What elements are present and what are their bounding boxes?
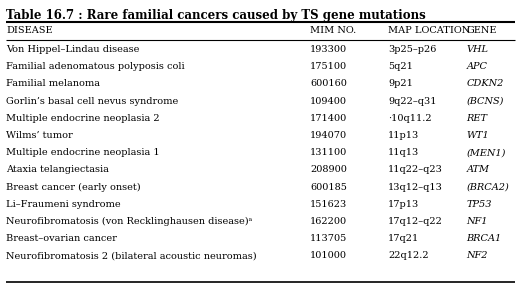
Text: 9p21: 9p21: [388, 79, 413, 88]
Text: Neurofibromatosis 2 (bilateral acoustic neuromas): Neurofibromatosis 2 (bilateral acoustic …: [6, 251, 257, 260]
Text: Familial melanoma: Familial melanoma: [6, 79, 100, 88]
Text: WT1: WT1: [466, 131, 489, 140]
Text: 151623: 151623: [310, 200, 347, 209]
Text: Breast–ovarian cancer: Breast–ovarian cancer: [6, 234, 117, 243]
Text: (BCNS): (BCNS): [466, 96, 504, 106]
Text: Multiple endocrine neoplasia 1: Multiple endocrine neoplasia 1: [6, 148, 160, 157]
Text: ·10q11.2: ·10q11.2: [388, 114, 432, 123]
Text: 17p13: 17p13: [388, 200, 419, 209]
Text: 5q21: 5q21: [388, 62, 413, 71]
Text: 11q22–q23: 11q22–q23: [388, 165, 443, 175]
Text: Ataxia telangiectasia: Ataxia telangiectasia: [6, 165, 109, 175]
Text: 17q12–q22: 17q12–q22: [388, 217, 443, 226]
Text: 171400: 171400: [310, 114, 347, 123]
Text: Gorlin’s basal cell nevus syndrome: Gorlin’s basal cell nevus syndrome: [6, 96, 179, 106]
Text: APC: APC: [466, 62, 487, 71]
Text: MAP LOCATION: MAP LOCATION: [388, 26, 470, 35]
Text: 3p25–p26: 3p25–p26: [388, 45, 437, 54]
Text: Von Hippel–Lindau disease: Von Hippel–Lindau disease: [6, 45, 140, 54]
Text: TP53: TP53: [466, 200, 492, 209]
Text: MIM NO.: MIM NO.: [310, 26, 356, 35]
Text: 194070: 194070: [310, 131, 347, 140]
Text: Breast cancer (early onset): Breast cancer (early onset): [6, 183, 141, 192]
Text: 162200: 162200: [310, 217, 347, 226]
Text: 193300: 193300: [310, 45, 347, 54]
Text: 600185: 600185: [310, 183, 347, 192]
Text: BRCA1: BRCA1: [466, 234, 502, 243]
Text: NF2: NF2: [466, 251, 488, 260]
Text: Neurofibromatosis (von Recklinghausen disease)ᵃ: Neurofibromatosis (von Recklinghausen di…: [6, 217, 253, 226]
Text: (MEN1): (MEN1): [466, 148, 506, 157]
Text: GENE: GENE: [466, 26, 497, 35]
Text: Table 16.7 : Rare familial cancers caused by TS gene mutations: Table 16.7 : Rare familial cancers cause…: [6, 9, 426, 22]
Text: 11p13: 11p13: [388, 131, 419, 140]
Text: 101000: 101000: [310, 251, 347, 260]
Text: 131100: 131100: [310, 148, 347, 157]
Text: 109400: 109400: [310, 96, 347, 106]
Text: 113705: 113705: [310, 234, 347, 243]
Text: 208900: 208900: [310, 165, 347, 175]
Text: 13q12–q13: 13q12–q13: [388, 183, 443, 192]
Text: ATM: ATM: [466, 165, 489, 175]
Text: Wilms’ tumor: Wilms’ tumor: [6, 131, 73, 140]
Text: Multiple endocrine neoplasia 2: Multiple endocrine neoplasia 2: [6, 114, 160, 123]
Text: 600160: 600160: [310, 79, 347, 88]
Text: VHL: VHL: [466, 45, 488, 54]
Text: (BRCA2): (BRCA2): [466, 183, 509, 192]
Text: DISEASE: DISEASE: [6, 26, 53, 35]
Text: Li–Fraumeni syndrome: Li–Fraumeni syndrome: [6, 200, 121, 209]
Text: 11q13: 11q13: [388, 148, 419, 157]
Text: 22q12.2: 22q12.2: [388, 251, 429, 260]
Text: 175100: 175100: [310, 62, 347, 71]
Text: RET: RET: [466, 114, 487, 123]
Text: CDKN2: CDKN2: [466, 79, 504, 88]
Text: Familial adenomatous polyposis coli: Familial adenomatous polyposis coli: [6, 62, 185, 71]
Text: NF1: NF1: [466, 217, 488, 226]
Text: 17q21: 17q21: [388, 234, 419, 243]
Text: 9q22–q31: 9q22–q31: [388, 96, 437, 106]
